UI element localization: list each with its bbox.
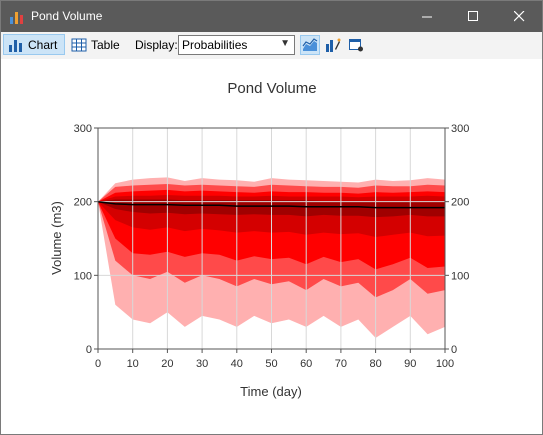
area-chart-icon [302, 38, 318, 51]
chart-export-button[interactable] [346, 35, 366, 55]
title-bar[interactable]: Pond Volume [1, 1, 542, 32]
chevron-down-icon: ▼ [280, 38, 290, 49]
window-title: Pond Volume [31, 9, 103, 23]
toolbar: Chart Table Display: Probabilities ▼ [1, 32, 542, 60]
probability-bands-button[interactable] [300, 35, 320, 55]
x-tick-label: 50 [265, 358, 277, 370]
close-icon [513, 11, 524, 22]
y-axis-label: Volume (m3) [49, 201, 64, 275]
chart-area: Pond Volume 0 10 20 30 40 50 60 70 80 90 100 0 0 100 1… [1, 59, 542, 434]
y-tick-label-right: 300 [451, 123, 469, 135]
table-icon [71, 38, 87, 51]
maximize-icon [467, 11, 478, 21]
x-tick-label: 0 [95, 358, 101, 370]
bar-chart-icon [9, 39, 22, 52]
chart-properties-button[interactable] [323, 35, 343, 55]
display-select-value: Probabilities [182, 38, 248, 52]
table-button-label: Table [91, 37, 120, 52]
x-tick-label: 40 [231, 358, 243, 370]
x-tick-label: 100 [436, 358, 454, 370]
x-tick-label: 10 [127, 358, 139, 370]
x-tick-label: 20 [161, 358, 173, 370]
y-tick-label-right: 0 [451, 344, 457, 356]
chart-app-icon [10, 12, 23, 24]
x-tick-label: 80 [369, 358, 381, 370]
y-tick-label-left: 200 [74, 197, 92, 209]
x-tick-label: 60 [300, 358, 312, 370]
x-tick-label: 30 [196, 358, 208, 370]
chart-button-label: Chart [28, 37, 58, 52]
x-axis-label: Time (day) [240, 384, 302, 399]
y-tick-label-right: 100 [451, 270, 469, 282]
minimize-icon [421, 16, 432, 18]
x-tick-label: 70 [335, 358, 347, 370]
y-tick-label-left: 100 [74, 270, 92, 282]
minimize-button[interactable] [404, 1, 450, 32]
y-tick-label-left: 0 [86, 344, 92, 356]
display-select[interactable]: Probabilities ▼ [178, 35, 295, 55]
chart-view-button[interactable]: Chart [3, 34, 65, 55]
close-button[interactable] [496, 1, 542, 32]
window-settings-icon [349, 39, 363, 52]
display-label: Display: [135, 38, 178, 52]
median-line [97, 200, 445, 209]
chart-title: Pond Volume [227, 80, 316, 97]
table-view-button[interactable]: Table [67, 34, 127, 55]
maximize-button[interactable] [450, 1, 496, 32]
y-tick-label-left: 300 [74, 123, 92, 135]
y-tick-label-right: 200 [451, 197, 469, 209]
x-tick-label: 90 [404, 358, 416, 370]
chart-settings-icon [326, 38, 341, 52]
